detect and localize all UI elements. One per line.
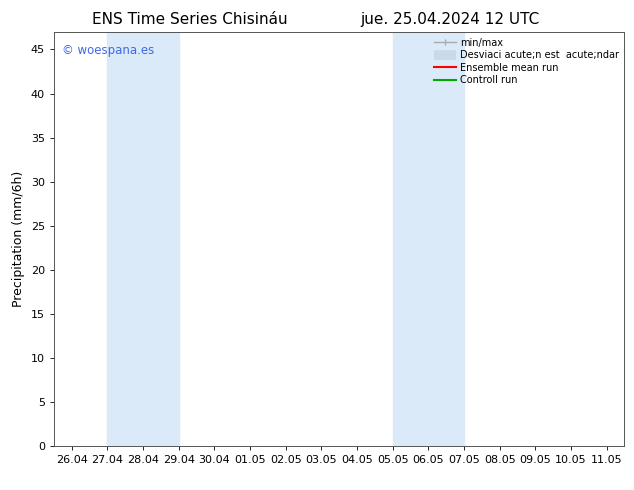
Text: © woespana.es: © woespana.es (62, 44, 155, 57)
Text: jue. 25.04.2024 12 UTC: jue. 25.04.2024 12 UTC (361, 12, 540, 27)
Text: ENS Time Series Chisináu: ENS Time Series Chisináu (93, 12, 288, 27)
Bar (392, 32, 464, 446)
Bar (107, 32, 179, 446)
Legend: min/max, Desviaci acute;n est  acute;ndar, Ensemble mean run, Controll run: min/max, Desviaci acute;n est acute;ndar… (432, 35, 621, 88)
Y-axis label: Precipitation (mm/6h): Precipitation (mm/6h) (12, 171, 25, 307)
